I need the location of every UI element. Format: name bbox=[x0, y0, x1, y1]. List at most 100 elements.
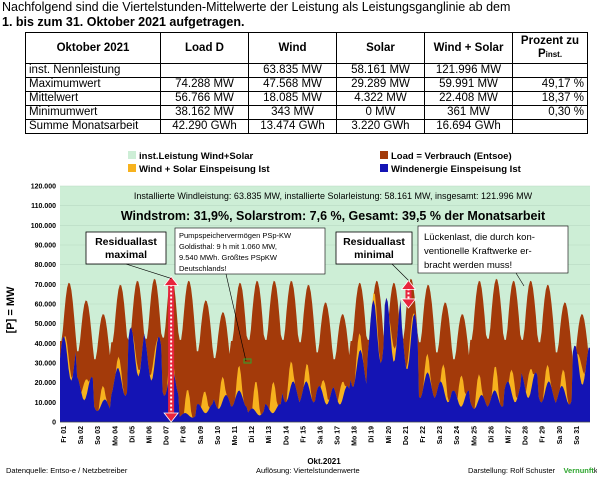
x-tick-label: Fr 29 bbox=[540, 426, 547, 443]
legend-label-ws: Wind + Solar Einspeisung Ist bbox=[139, 164, 270, 175]
gap-load-box: Lückenlast, die durch kon- ventionelle K… bbox=[417, 225, 569, 287]
x-tick-label: Mo 11 bbox=[232, 426, 239, 446]
x-tick-label: Mo 25 bbox=[471, 426, 478, 446]
table-cell: 58.161 MW bbox=[336, 63, 425, 78]
footer-author: Darstellung: Rolf Schuster bbox=[468, 466, 556, 475]
x-tick-label: Di 05 bbox=[129, 426, 136, 443]
y-tick-label: 50.000 bbox=[35, 321, 57, 328]
share-headline: Windstrom: 31,9%, Solarstrom: 7,6 %, Ges… bbox=[121, 209, 546, 223]
gap-load-pointer bbox=[515, 272, 525, 287]
pumped-storage-line1: Pumpspeichervermögen PSp-KW bbox=[179, 231, 292, 240]
x-tick-label: Di 12 bbox=[249, 426, 256, 443]
y-tick-label: 30.000 bbox=[35, 361, 57, 368]
x-axis-ticks: Fr 01 Sa 02 So 03 Mo 04 Di 05 Mi 06 Do 07 Fr 08… bbox=[60, 421, 590, 446]
x-tick-label: Fr 01 bbox=[61, 426, 68, 443]
x-tick-label: Do 07 bbox=[164, 426, 171, 445]
table-cell: 18,37 % bbox=[512, 91, 588, 106]
table-cell: 63.835 MW bbox=[248, 63, 337, 78]
y-tick-label: 80.000 bbox=[35, 262, 57, 269]
intro-line-2: 1. bis zum 31. Oktober 2021 aufgetragen. bbox=[2, 15, 245, 29]
wind-area bbox=[60, 297, 590, 422]
x-tick-label: Di 26 bbox=[488, 426, 495, 443]
table-cell: 0 MW bbox=[336, 105, 425, 120]
residual-max-box: Residuallast maximal bbox=[85, 231, 167, 265]
gap-load-frame bbox=[417, 225, 569, 274]
x-tick-label: Fr 08 bbox=[181, 426, 188, 443]
footer-credit: Darstellung: Rolf Schuster Vernunftkraft bbox=[468, 466, 597, 475]
residual-min-arrow-head-top bbox=[400, 279, 417, 290]
table-cell: 121.996 MW bbox=[424, 63, 513, 78]
x-tick-label: So 31 bbox=[574, 426, 581, 445]
x-axis-label: Okt.2021 bbox=[307, 457, 341, 466]
intro-line-1: Nachfolgend sind die Viertelstunden-Mitt… bbox=[2, 0, 511, 14]
table-row: Minimumwert 38.162 MW 343 MW 0 MW 361 MW… bbox=[25, 105, 588, 120]
pumped-storage-frame bbox=[174, 227, 326, 275]
legend-label-wind: Windenergie Einspeisung Ist bbox=[391, 164, 522, 175]
chart-areas bbox=[60, 276, 590, 422]
gap-load-line2: ventionelle Kraftwerke er- bbox=[424, 246, 532, 257]
residual-arrows bbox=[125, 263, 417, 423]
legend-swatch-load bbox=[380, 151, 388, 159]
y-tick-label: 70.000 bbox=[35, 282, 57, 289]
residual-max-pointer bbox=[125, 263, 172, 279]
residual-min-line1: Residuallast bbox=[343, 236, 405, 248]
table-cell: Summe Monatsarbeit bbox=[25, 119, 161, 134]
footer-source: Datenquelle: Entso-e / Netzbetreiber bbox=[6, 466, 128, 475]
gap-load-line1: Lückenlast, die durch kon- bbox=[424, 232, 535, 243]
intro-text: Nachfolgend sind die Viertelstunden-Mitt… bbox=[2, 0, 510, 30]
pumped-storage-box: Pumpspeichervermögen PSp-KW Goldisthal: … bbox=[174, 227, 326, 364]
table-cell bbox=[512, 119, 588, 134]
pumped-storage-line2: Goldisthal: 9 h mit 1.060 MW, bbox=[179, 242, 277, 251]
installed-capacity-note: Installierte Windleistung: 63.835 MW, in… bbox=[134, 191, 533, 201]
residual-min-arrow-head-bottom bbox=[400, 298, 417, 309]
pumped-storage-marker bbox=[243, 358, 252, 364]
table-header: Oktober 2021 bbox=[25, 32, 161, 64]
pumped-storage-line4: Deutschlands! bbox=[179, 264, 227, 273]
x-tick-label: So 24 bbox=[454, 426, 461, 445]
legend: inst.Leistung Wind+Solar Load = Verbrauc… bbox=[128, 151, 522, 175]
x-tick-label: Mi 27 bbox=[506, 426, 513, 444]
x-tick-label: Mi 13 bbox=[266, 426, 273, 444]
y-tick-label: 120.000 bbox=[31, 184, 56, 191]
legend-label-load: Load = Verbrauch (Entsoe) bbox=[391, 151, 512, 162]
x-tick-label: Fr 15 bbox=[300, 426, 307, 443]
residual-min-line2: minimal bbox=[354, 249, 394, 261]
residual-min-frame bbox=[335, 231, 413, 265]
table-row: Summe Monatsarbeit 42.290 GWh 13.474 GWh… bbox=[25, 119, 588, 134]
x-tick-label: Di 19 bbox=[369, 426, 376, 443]
table-row: Mittelwert 56.766 MW 18.085 MW 4.322 MW … bbox=[25, 91, 588, 106]
percent-header-line2: P bbox=[537, 48, 546, 60]
legend-label-inst: inst.Leistung Wind+Solar bbox=[139, 151, 253, 162]
y-tick-label: 100.000 bbox=[31, 223, 56, 230]
table-cell: 42.290 GWh bbox=[160, 119, 249, 134]
table-cell: 29.289 MW bbox=[336, 77, 425, 92]
x-tick-label: Sa 16 bbox=[317, 426, 324, 444]
x-tick-label: So 17 bbox=[335, 426, 342, 445]
x-tick-label: Mi 06 bbox=[146, 426, 153, 444]
footer-brand: Vernunft bbox=[563, 466, 594, 475]
legend-swatch-ws bbox=[128, 164, 136, 172]
gap-load-line3: bracht werden muss! bbox=[424, 260, 512, 271]
y-tick-label: 110.000 bbox=[31, 203, 56, 210]
x-tick-label: Mo 04 bbox=[112, 426, 119, 446]
x-tick-label: Sa 23 bbox=[437, 426, 444, 444]
table-header-row: Oktober 2021 Load D Wind Solar Wind + So… bbox=[25, 32, 588, 64]
x-tick-label: Do 14 bbox=[283, 426, 290, 445]
statistics-table: Oktober 2021 Load D Wind Solar Wind + So… bbox=[25, 32, 588, 134]
y-tick-label: 90.000 bbox=[35, 243, 57, 250]
legend-swatch-inst bbox=[128, 151, 136, 159]
residual-max-frame bbox=[85, 231, 167, 265]
residual-max-arrow-head-top bbox=[163, 275, 179, 286]
x-tick-label: Sa 30 bbox=[557, 426, 564, 444]
y-tick-label: 10.000 bbox=[35, 400, 57, 407]
residual-max-arrow-head-bottom bbox=[163, 412, 179, 423]
x-tick-label: So 03 bbox=[95, 426, 102, 445]
x-tick-label: Sa 02 bbox=[78, 426, 85, 444]
percent-header-line1: Prozent zu bbox=[520, 35, 580, 47]
y-axis-label: [P] = MW bbox=[5, 286, 17, 333]
legend-swatch-wind bbox=[380, 164, 388, 172]
table-cell: 38.162 MW bbox=[160, 105, 249, 120]
table-header: Wind + Solar bbox=[424, 32, 513, 64]
load-area bbox=[60, 276, 590, 422]
